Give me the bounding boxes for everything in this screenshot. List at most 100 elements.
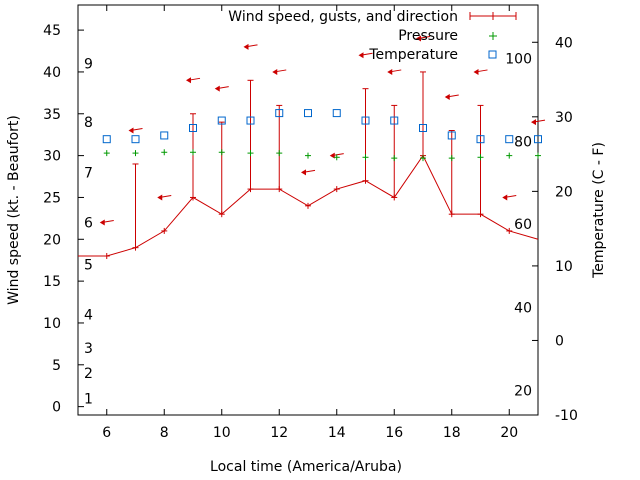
fahrenheit-label-60: 60 [514,217,532,233]
wind-speed-point-12 [276,186,283,193]
temperature-point-12 [275,109,284,118]
pressure-point-8 [161,149,168,156]
direction-arrow-14 [329,152,344,159]
temperature-point-21 [534,135,542,144]
wind-speed-point-15 [362,177,369,184]
wind-speed-series [78,152,539,260]
wind-speed-point-14 [333,186,340,193]
y-tick-label-5: 5 [52,358,61,374]
beaufort-label-4: 4 [84,308,93,324]
wind-speed-point-9 [190,194,196,201]
direction-arrow-20 [502,194,517,201]
x-tick-label-12: 12 [270,425,288,441]
plot-area [77,4,539,416]
y2-tick-label-20: 20 [555,184,573,200]
wind-direction-arrows [99,35,546,226]
gust-bar-16 [391,104,398,198]
y-tick-label-35: 35 [43,107,61,123]
direction-arrow-12 [272,68,287,75]
pressure-point-13 [305,152,311,159]
x-axis-title: Local time (America/Aruba) [210,459,402,475]
direction-arrow-18 [444,94,459,101]
fahrenheit-label-100: 100 [505,52,532,68]
beaufort-label-3: 3 [84,341,93,357]
x-tick-label-14: 14 [328,425,346,441]
temperature-point-13 [304,109,312,118]
temperature-point-9 [189,124,197,132]
y-tick-label-0: 0 [52,400,61,416]
y-tick-label-10: 10 [43,316,61,332]
temperature-point-11 [246,116,255,125]
temperature-point-14 [332,109,341,118]
temperature-point-10 [217,116,226,125]
beaufort-label-8: 8 [84,115,93,131]
gust-bar-9 [190,113,196,198]
pressure-point-20 [506,152,513,159]
direction-arrow-15 [358,52,373,59]
beaufort-label-5: 5 [84,257,93,273]
direction-arrow-11 [243,43,258,50]
legend: Wind speed, gusts, and direction Pressur… [228,9,517,63]
legend-label-wind: Wind speed, gusts, and direction [228,9,458,25]
pressure-point-6 [103,150,110,157]
beaufort-label-7: 7 [84,165,93,181]
fahrenheit-label-40: 40 [514,301,532,317]
temperature-point-20 [505,135,514,144]
y-axis-title: Wind speed (kt. - Beaufort) [6,115,22,305]
pressure-point-9 [190,149,196,156]
pressure-point-14 [333,154,340,161]
temperature-point-19 [476,135,485,144]
fahrenheit-label-20: 20 [514,383,532,399]
wind-speed-point-16 [391,194,398,201]
direction-arrow-9 [186,77,201,84]
pressure-point-11 [247,150,254,157]
fahrenheit-label-80: 80 [514,134,532,150]
x-tick-label-16: 16 [385,425,403,441]
beaufort-label-2: 2 [84,366,93,382]
gust-bar-11 [247,79,254,190]
beaufort-label-9: 9 [84,57,93,73]
wind-speed-point-19 [477,211,484,218]
beaufort-label-6: 6 [84,216,93,232]
wind-speed-point-6 [103,253,110,260]
direction-arrow-21 [531,119,546,126]
y2-tick-label--10: -10 [555,408,578,424]
legend-swatch-temperature [488,50,497,59]
legend-label-pressure: Pressure [398,28,458,44]
gust-bar-17 [420,71,426,156]
pressure-point-7 [132,150,139,157]
y-tick-label-25: 25 [43,190,61,206]
pressure-point-16 [391,155,398,162]
gust-bar-7 [132,163,139,248]
x-tick-label-8: 8 [160,425,169,441]
temperature-point-15 [361,116,370,125]
x-tick-label-10: 10 [213,425,231,441]
temperature-point-16 [390,116,399,125]
x-tick-label-18: 18 [443,425,461,441]
gust-bar-15 [362,88,369,181]
gust-bars [132,71,484,248]
wind-speed-point-8 [161,227,168,234]
legend-swatch-pressure [489,32,497,40]
pressure-point-17 [420,155,426,162]
temperature-series [102,109,542,144]
x-axis-ticks: 6 8 10 12 14 16 18 20 [102,5,518,441]
y-tick-label-30: 30 [43,149,61,165]
gust-bar-10 [218,121,225,215]
direction-arrow-17 [416,35,431,42]
pressure-point-21 [535,152,541,159]
x-tick-label-20: 20 [500,425,518,441]
pressure-point-12 [276,150,283,157]
beaufort-labels: 1 2 3 4 5 6 7 8 9 [84,57,93,408]
wind-speed-point-11 [247,186,254,193]
y-axis-ticks: 0 5 10 15 20 25 30 35 40 45 [43,23,84,416]
wind-speed-point-20 [506,227,513,234]
wind-speed-point-7 [132,244,139,251]
wind-speed-point-10 [218,211,225,218]
temperature-point-6 [102,135,111,144]
direction-arrow-13 [301,169,316,176]
temperature-point-7 [131,135,140,144]
temperature-point-18 [447,131,456,140]
temperature-point-17 [419,124,427,132]
